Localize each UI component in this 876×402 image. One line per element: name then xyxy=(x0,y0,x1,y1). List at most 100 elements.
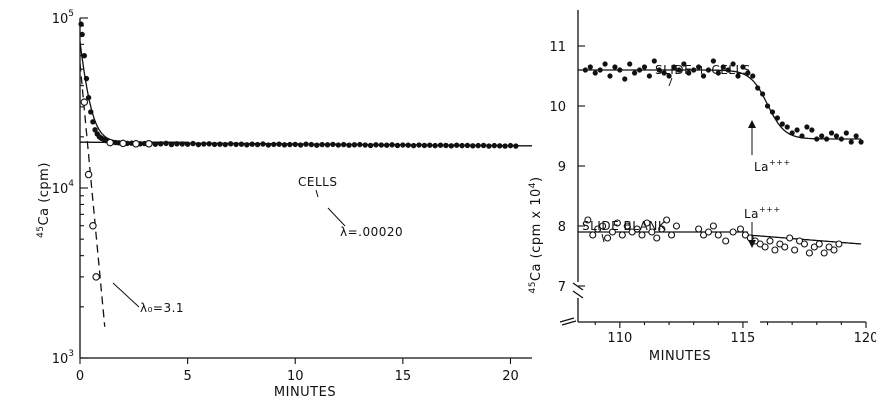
right-y-axis-break xyxy=(572,282,584,299)
right-point-slide-cells xyxy=(779,121,785,127)
left-point-cells xyxy=(206,141,212,147)
left-point-cells xyxy=(238,141,245,147)
right-point-slide-cells xyxy=(705,67,712,73)
cells-arrow xyxy=(315,189,319,198)
right-point-slide-blank xyxy=(810,243,818,251)
left-point-cells xyxy=(179,141,185,147)
right-point-slide-cells xyxy=(804,124,810,130)
right-point-slide-blank xyxy=(795,237,804,245)
right-point-slide-cells xyxy=(838,136,844,142)
left-point-cells xyxy=(249,141,255,147)
left-point-cells xyxy=(265,142,272,148)
right-point-slide-blank xyxy=(613,219,621,227)
left-y-axis-label: 45Ca (cpm) xyxy=(36,162,52,238)
left-line-total xyxy=(79,41,188,143)
right-point-slide-blank xyxy=(648,228,656,236)
right-point-slide-blank xyxy=(741,231,749,239)
cells-label: CELLS xyxy=(298,175,337,189)
left-point-cells xyxy=(260,141,266,147)
right-point-slide-blank xyxy=(771,246,779,254)
right-point-slide-blank xyxy=(695,225,703,233)
right-point-slide-blank xyxy=(658,225,666,233)
left-point-cells xyxy=(222,141,228,148)
left-point-cells xyxy=(340,141,347,148)
right-point-slide-blank xyxy=(584,216,592,224)
right-point-slide-cells xyxy=(745,70,751,76)
left-point-cells xyxy=(443,142,449,149)
right-point-slide-blank xyxy=(643,219,651,227)
right-x-axis-break-left xyxy=(559,317,577,326)
right-point-slide-cells xyxy=(730,61,736,67)
left-point-cells xyxy=(459,142,465,149)
left-point-cells xyxy=(319,141,325,148)
right-x-tick-label: 120 xyxy=(854,331,876,346)
right-point-slide-cells xyxy=(735,73,741,79)
right-point-slide-cells xyxy=(858,139,864,145)
right-point-slide-cells xyxy=(794,127,800,133)
right-point-slide-blank xyxy=(776,240,784,248)
left-point-cells xyxy=(491,142,498,149)
right-point-slide-cells xyxy=(853,133,859,139)
right-point-slide-cells xyxy=(587,64,593,70)
right-point-slide-blank xyxy=(633,225,641,233)
left-point-cells xyxy=(421,142,428,149)
right-point-slide-cells xyxy=(582,67,588,73)
left-point-fast xyxy=(119,139,127,148)
right-point-slide-cells xyxy=(848,139,854,145)
right-point-slide-cells xyxy=(597,67,603,73)
left-x-tick-label: 0 xyxy=(76,369,84,384)
right-point-slide-blank xyxy=(623,222,631,230)
right-point-slide-cells xyxy=(843,130,849,136)
la-lower-label: La+++ xyxy=(744,205,781,221)
left-point-cells xyxy=(486,143,492,149)
left-point-cells xyxy=(158,141,164,147)
right-point-slide-cells xyxy=(809,127,815,133)
right-point-slide-blank xyxy=(714,231,722,239)
lambda-zero-arrow xyxy=(112,282,140,308)
left-point-cells xyxy=(507,142,514,149)
right-point-slide-cells xyxy=(725,67,731,73)
right-point-slide-cells xyxy=(607,73,613,79)
left-point-cells xyxy=(362,142,368,148)
slide-blank-label: SLIDE BLANK xyxy=(582,219,667,233)
left-x-tick-label: 10 xyxy=(287,369,304,384)
right-point-slide-blank xyxy=(722,237,730,245)
right-point-slide-blank xyxy=(599,222,607,230)
right-point-slide-blank xyxy=(594,225,602,233)
right-point-slide-blank xyxy=(791,246,799,254)
right-point-slide-blank xyxy=(699,231,708,239)
right-chart: 110 115 120 7 8 9 10 11 45Ca (cpm x 104) MINUTE… xyxy=(528,10,876,364)
left-point-cells xyxy=(400,142,406,148)
left-point-cells xyxy=(292,141,298,148)
left-point-cells xyxy=(227,141,234,147)
left-point-cells xyxy=(174,141,180,147)
left-x-tick-label: 5 xyxy=(183,369,191,384)
left-point-cells xyxy=(324,142,331,148)
right-point-slide-cells xyxy=(750,73,756,79)
left-point-cells xyxy=(303,141,309,147)
right-point-slide-blank xyxy=(672,222,681,230)
left-point-fast xyxy=(80,98,89,106)
right-point-slide-cells xyxy=(676,67,682,73)
right-y-tick-label: 7 xyxy=(558,280,566,295)
left-y-tick-label: 105 xyxy=(52,9,74,27)
left-point-cells xyxy=(297,142,304,148)
left-point-cells xyxy=(389,142,395,148)
left-point-cells xyxy=(254,141,261,148)
left-point-cells xyxy=(502,143,508,149)
left-point-cells xyxy=(513,143,519,149)
slide-cells-arrow xyxy=(668,77,673,87)
right-point-slide-blank xyxy=(704,228,713,236)
right-point-slide-blank xyxy=(608,228,617,236)
right-point-slide-cells xyxy=(622,76,628,82)
left-point-cells xyxy=(351,142,358,148)
right-point-slide-blank xyxy=(825,243,833,251)
right-point-slide-cells xyxy=(784,124,790,130)
right-point-slide-cells xyxy=(592,70,598,76)
right-point-slide-blank xyxy=(653,234,661,242)
right-point-slide-cells xyxy=(824,136,830,142)
left-point-cells xyxy=(448,143,454,149)
left-y-tick-label: 103 xyxy=(52,349,74,367)
left-x-tick-label: 15 xyxy=(395,369,412,384)
